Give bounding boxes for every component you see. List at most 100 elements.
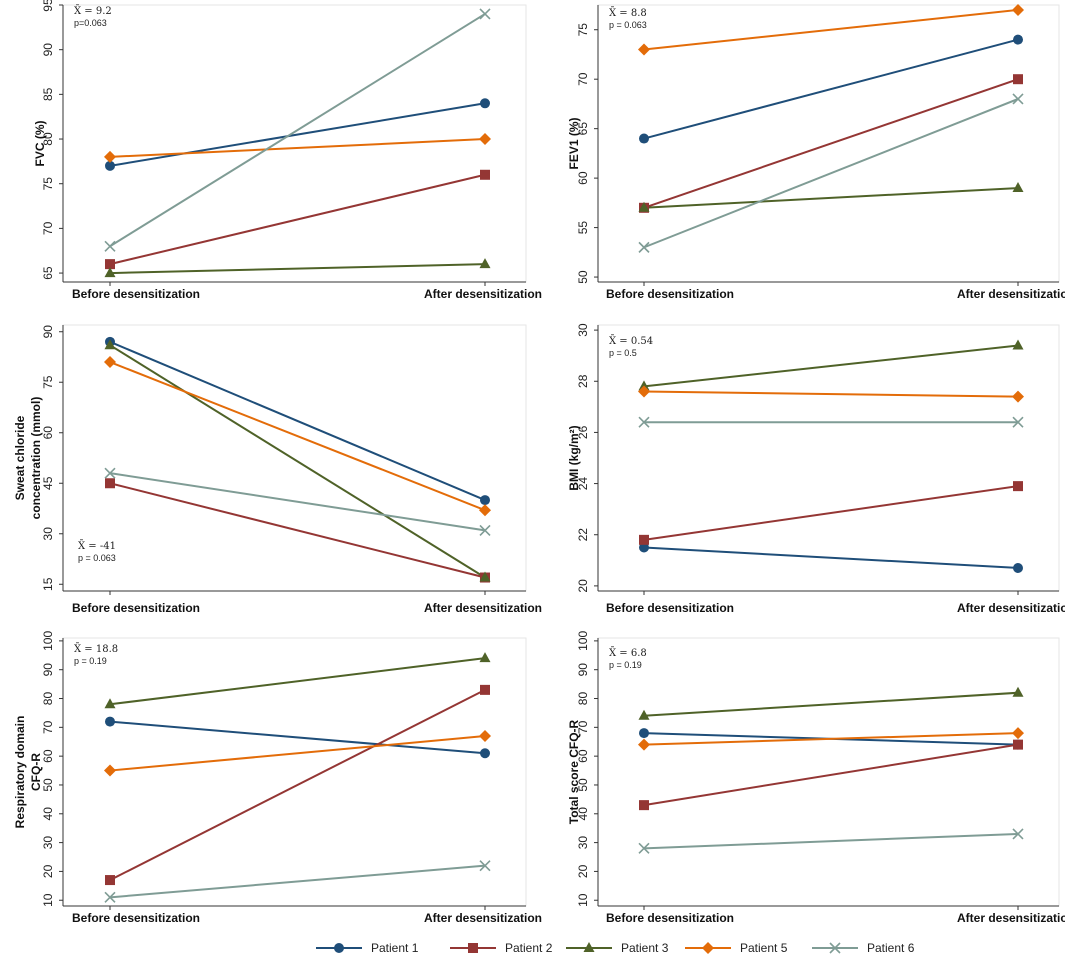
data-point-patient-5	[104, 150, 116, 163]
y-tick-label: 30	[41, 836, 55, 850]
y-tick-label: 65	[41, 266, 55, 280]
mean-difference-label: X̄ = 6.8	[609, 647, 647, 659]
data-point-patient-2	[105, 259, 115, 270]
data-point-patient-2	[639, 534, 649, 545]
y-axis-label: FEV1 (%)	[567, 117, 581, 169]
mean-difference-label: X̄ = 0.54	[609, 335, 653, 347]
y-axis-label: FVC (%)	[33, 121, 47, 167]
series-line-patient-2	[643, 78, 1019, 209]
legend-label: Patient 1	[371, 941, 419, 955]
data-point-patient-2	[480, 684, 490, 695]
legend-item-patient-5: Patient 5	[685, 941, 788, 955]
y-tick-label: 28	[576, 374, 590, 388]
y-tick-label: 80	[576, 692, 590, 706]
data-point-patient-5	[479, 504, 491, 517]
y-axis-label: Sweat chloride concentration (mmol)	[13, 397, 43, 520]
x-category-label: After desensitization	[957, 287, 1065, 301]
legend-label: Patient 2	[505, 941, 553, 955]
y-tick-label: 100	[41, 631, 55, 651]
data-point-patient-3	[479, 571, 491, 582]
y-axis-label: BMI (kg/m²)	[567, 425, 581, 490]
plot-frame	[597, 324, 1060, 592]
legend-label: Patient 3	[621, 941, 669, 955]
x-category-label: After desensitization	[424, 287, 542, 301]
series-line-patient-3	[109, 344, 486, 579]
series-line-patient-6	[643, 832, 1019, 850]
series-line-patient-2	[643, 485, 1019, 541]
series-line-patient-1	[109, 720, 486, 755]
y-tick-label: 26	[576, 425, 590, 439]
y-tick-label: 60	[576, 171, 590, 185]
series-line-patient-5	[109, 138, 486, 158]
data-point-patient-1	[1013, 562, 1023, 573]
y-tick-label: 80	[41, 692, 55, 706]
x-category-label: Before desensitization	[606, 911, 734, 925]
data-point-patient-2	[1013, 739, 1023, 750]
data-point-patient-3	[638, 380, 650, 391]
x-category-label: Before desensitization	[606, 287, 734, 301]
data-point-patient-1	[639, 728, 649, 739]
y-tick-label: 55	[576, 221, 590, 235]
p-value-label: p = 0.063	[78, 553, 116, 563]
y-tick-label: 85	[41, 87, 55, 101]
legend-marker	[829, 942, 841, 954]
y-tick-label: 70	[41, 221, 55, 235]
series-line-patient-5	[109, 734, 486, 772]
y-tick-label: 90	[576, 663, 590, 677]
data-point-patient-1	[105, 716, 115, 727]
y-tick-label: 75	[41, 375, 55, 389]
y-tick-label: 40	[41, 807, 55, 821]
series-line-patient-2	[109, 482, 486, 579]
legend-marker	[583, 942, 595, 952]
data-point-patient-5	[1012, 727, 1024, 740]
mean-difference-label: X̄ = 8.8	[609, 7, 647, 19]
data-point-patient-3	[479, 258, 491, 269]
data-point-patient-5	[1012, 390, 1024, 403]
p-value-label: p = 0.5	[609, 348, 637, 358]
data-point-patient-1	[480, 748, 490, 759]
legend-item-patient-6: Patient 6	[812, 941, 915, 955]
plot-frame	[62, 4, 527, 283]
y-axis-label: Total score CFQ-R	[567, 719, 581, 824]
y-tick-label: 45	[41, 476, 55, 490]
x-category-label: After desensitization	[424, 601, 542, 615]
mean-difference-label: X̄ = 9.2	[74, 5, 112, 17]
data-point-patient-6	[479, 860, 491, 872]
series-line-patient-2	[643, 743, 1019, 807]
series-line-patient-3	[643, 691, 1019, 717]
data-point-patient-6	[638, 842, 650, 854]
data-point-patient-6	[104, 467, 116, 479]
chart-panel-3: 15 30 45 60 75 90 Before desensitization After …	[13, 324, 542, 615]
data-point-patient-2	[480, 169, 490, 180]
y-axis-label: Respiratory domain CFQ-R	[13, 716, 43, 829]
chart-panel-1: 65 70 75 80 85 90 95 Before desensitization Afte…	[33, 0, 542, 301]
data-point-patient-1	[105, 160, 115, 171]
data-point-patient-3	[479, 652, 491, 663]
data-point-patient-6	[1012, 828, 1024, 840]
y-tick-label: 95	[41, 0, 55, 12]
legend-item-patient-1: Patient 1	[316, 941, 419, 955]
legend-marker	[702, 942, 714, 954]
y-tick-label: 65	[576, 122, 590, 136]
series-line-patient-6	[109, 472, 486, 532]
data-point-patient-1	[639, 542, 649, 553]
plot-frame	[62, 637, 527, 907]
x-category-label: After desensitization	[424, 911, 542, 925]
data-point-patient-1	[1013, 34, 1023, 45]
data-point-patient-6	[638, 241, 650, 253]
data-point-patient-2	[105, 478, 115, 489]
data-point-patient-3	[638, 201, 650, 212]
series-line-patient-6	[109, 864, 486, 899]
data-point-patient-5	[638, 43, 650, 56]
y-tick-label: 90	[41, 663, 55, 677]
series-line-patient-1	[109, 340, 486, 502]
y-tick-label: 60	[41, 426, 55, 440]
x-category-label: Before desensitization	[72, 601, 200, 615]
series-line-patient-1	[643, 38, 1019, 140]
data-point-patient-1	[480, 495, 490, 506]
data-point-patient-5	[1012, 3, 1024, 16]
data-point-patient-3	[104, 339, 116, 350]
data-point-patient-2	[1013, 481, 1023, 492]
x-category-label: Before desensitization	[72, 287, 200, 301]
